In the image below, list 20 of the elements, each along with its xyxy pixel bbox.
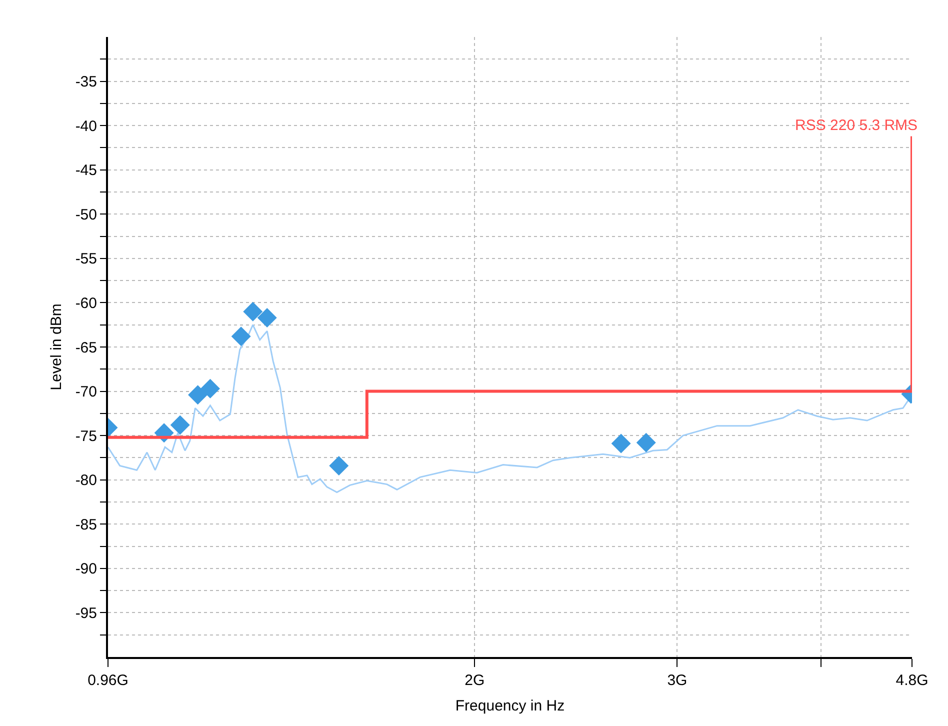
series-label: RSS 220 5.3 RMS [795,117,918,134]
y-tick-label: -50 [75,206,97,224]
y-tick-label: -55 [75,250,97,268]
y-tick-label: -65 [75,339,97,356]
y-tick-label: -90 [75,560,97,578]
x-tick-label: 3G [667,672,688,689]
x-tick-label: 4.8G [896,672,928,689]
y-tick-label: -70 [75,384,97,401]
y-tick-label: -35 [75,74,97,91]
y-tick-label: -60 [75,294,97,312]
y-axis-title: Level in dBm [48,304,66,390]
x-tick-label: 0.96G [88,672,128,689]
y-tick-label: -95 [75,604,97,622]
y-tick-label: -85 [75,516,97,534]
y-tick-label: -40 [75,118,97,135]
x-axis-title: Frequency in Hz [455,698,565,714]
y-tick-label: -45 [75,162,97,180]
y-tick-label: -80 [75,472,97,490]
x-tick-label: 2G [464,672,485,689]
y-tick-label: -75 [75,428,97,445]
